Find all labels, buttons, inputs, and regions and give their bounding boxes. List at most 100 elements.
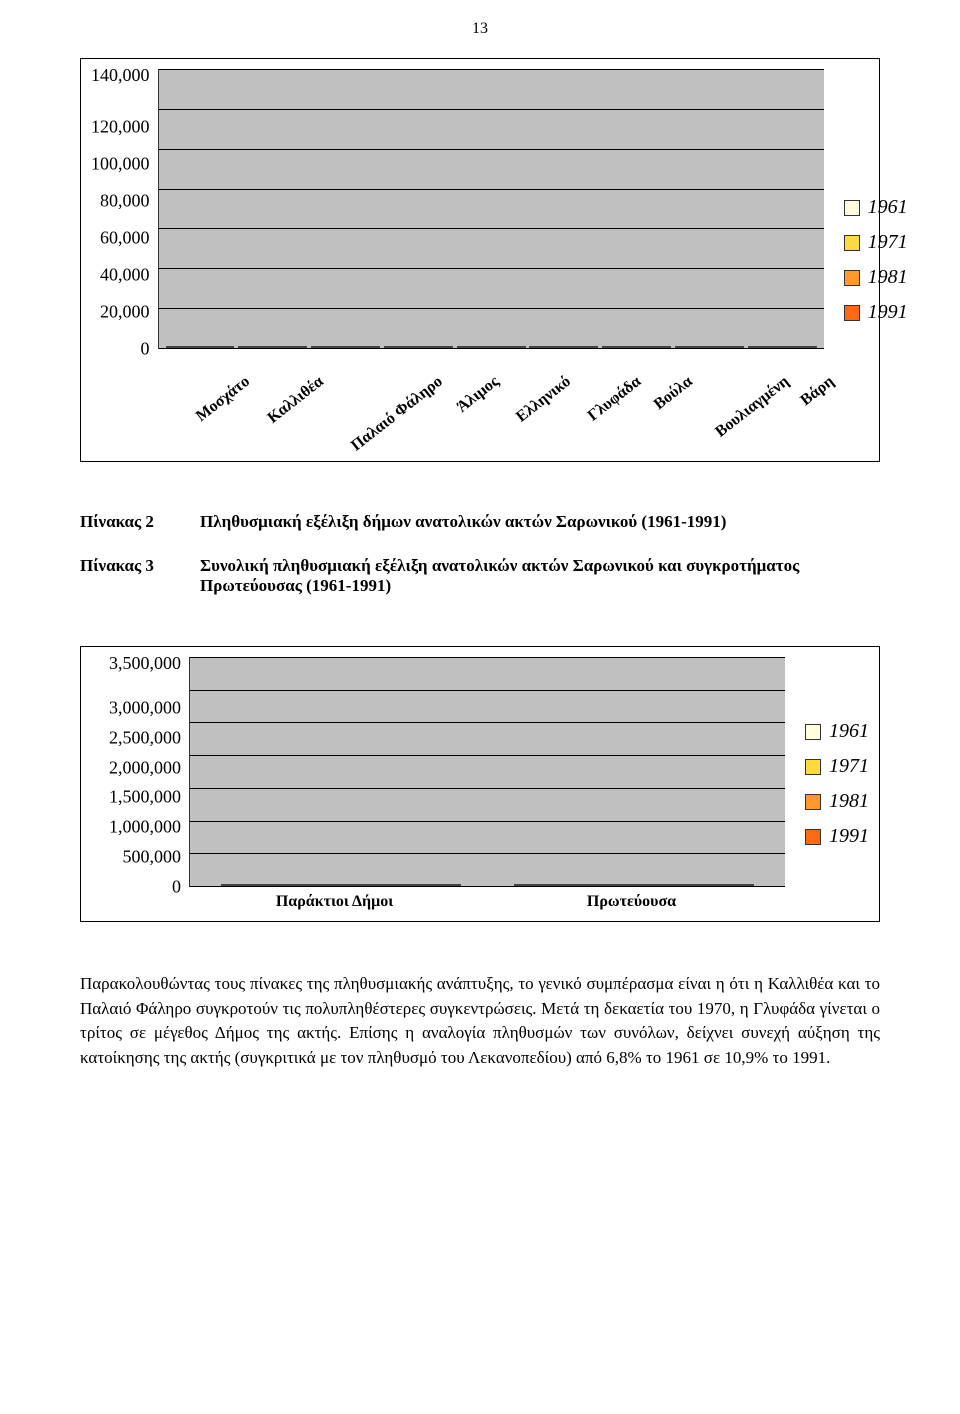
bar-group bbox=[382, 346, 455, 348]
bar bbox=[217, 346, 234, 348]
caption-p3-text: Συνολική πληθυσμιακή εξέλιξη ανατολικών … bbox=[200, 556, 880, 596]
bar bbox=[602, 346, 619, 348]
bar-group bbox=[488, 884, 781, 886]
bar bbox=[436, 346, 453, 348]
caption-p3-label: Πίνακας 3 bbox=[80, 556, 200, 596]
caption-p2-text: Πληθυσμιακή εξέλιξη δήμων ανατολικών ακτ… bbox=[200, 512, 880, 532]
bar-group bbox=[455, 346, 528, 348]
bar bbox=[748, 346, 765, 348]
legend-row: 1981 bbox=[805, 790, 869, 813]
bar bbox=[474, 346, 491, 348]
bar bbox=[401, 346, 418, 348]
chart1-x-axis: ΜοσχάτοΚαλλιθέαΠαλαιό ΦάληροΆλιμοςΕλληνι… bbox=[91, 349, 824, 391]
bar bbox=[418, 346, 435, 348]
bar bbox=[547, 346, 564, 348]
legend-row: 1971 bbox=[805, 755, 869, 778]
bar bbox=[634, 884, 694, 886]
legend-swatch bbox=[844, 235, 860, 251]
bar bbox=[709, 346, 726, 348]
legend-swatch bbox=[844, 270, 860, 286]
bar bbox=[529, 346, 546, 348]
bar bbox=[281, 884, 341, 886]
bar-group bbox=[236, 346, 309, 348]
y-tick-label: 0 bbox=[91, 876, 181, 897]
legend-label: 1961 bbox=[868, 196, 908, 219]
legend-row: 1991 bbox=[805, 825, 869, 848]
chart2-container: 3,500,0003,000,0002,500,0002,000,0001,50… bbox=[80, 646, 880, 922]
legend-row: 1971 bbox=[844, 231, 908, 254]
chart2-x-axis: Παράκτιοι ΔήμοιΠρωτεύουσα bbox=[91, 887, 785, 911]
legend-row: 1961 bbox=[844, 196, 908, 219]
bar bbox=[328, 346, 345, 348]
legend-label: 1991 bbox=[868, 301, 908, 324]
bar bbox=[363, 346, 380, 348]
x-category-label: Παράκτιοι Δήμοι bbox=[186, 887, 483, 911]
y-tick-label: 60,000 bbox=[91, 228, 150, 249]
bar-group bbox=[195, 884, 488, 886]
bar bbox=[508, 346, 525, 348]
bar-group bbox=[527, 346, 600, 348]
bar bbox=[238, 346, 255, 348]
y-tick-label: 1,000,000 bbox=[91, 817, 181, 838]
bar bbox=[675, 346, 692, 348]
caption-p2-label: Πίνακας 2 bbox=[80, 512, 200, 532]
x-category-label: Πρωτεύουσα bbox=[483, 887, 780, 911]
legend-label: 1971 bbox=[868, 231, 908, 254]
bar bbox=[694, 884, 754, 886]
bar bbox=[491, 346, 508, 348]
y-tick-label: 80,000 bbox=[91, 191, 150, 212]
y-tick-label: 2,000,000 bbox=[91, 757, 181, 778]
legend-row: 1981 bbox=[844, 266, 908, 289]
page-number: 13 bbox=[80, 20, 880, 38]
legend-swatch bbox=[805, 829, 821, 845]
y-tick-label: 0 bbox=[91, 339, 150, 360]
legend-swatch bbox=[805, 724, 821, 740]
bar bbox=[384, 346, 401, 348]
bar bbox=[311, 346, 328, 348]
bar bbox=[654, 346, 671, 348]
bar-group bbox=[673, 346, 746, 348]
bar bbox=[183, 346, 200, 348]
chart2-legend: 1961 1971 1981 1991 bbox=[785, 657, 869, 911]
bar bbox=[564, 346, 581, 348]
body-paragraph: Παρακολουθώντας τους πίνακες της πληθυσμ… bbox=[80, 972, 880, 1071]
bar bbox=[166, 346, 183, 348]
y-tick-label: 500,000 bbox=[91, 847, 181, 868]
bar-group bbox=[164, 346, 237, 348]
y-tick-label: 120,000 bbox=[91, 117, 150, 138]
chart1-container: 140,000 120,000 100,000 80,000 60,000 40,000 2… bbox=[80, 58, 880, 462]
bar-group bbox=[309, 346, 382, 348]
legend-swatch bbox=[844, 305, 860, 321]
bar bbox=[273, 346, 290, 348]
bar bbox=[346, 346, 363, 348]
bar bbox=[765, 346, 782, 348]
legend-label: 1961 bbox=[829, 720, 869, 743]
y-tick-label: 1,500,000 bbox=[91, 787, 181, 808]
bar bbox=[256, 346, 273, 348]
bar bbox=[401, 884, 461, 886]
bar bbox=[782, 346, 799, 348]
legend-swatch bbox=[844, 200, 860, 216]
legend-label: 1981 bbox=[829, 790, 869, 813]
legend-swatch bbox=[805, 759, 821, 775]
y-tick-label: 40,000 bbox=[91, 265, 150, 286]
bar bbox=[221, 884, 281, 886]
bar bbox=[799, 346, 816, 348]
y-tick-label: 100,000 bbox=[91, 154, 150, 175]
y-tick-label: 20,000 bbox=[91, 302, 150, 323]
chart1-y-axis: 140,000120,000100,00080,00060,00040,0002… bbox=[91, 69, 158, 349]
legend-row: 1991 bbox=[844, 301, 908, 324]
legend-swatch bbox=[805, 794, 821, 810]
legend-row: 1961 bbox=[805, 720, 869, 743]
y-tick-label: 140,000 bbox=[91, 65, 150, 86]
chart1-legend: 1961 1971 1981 1991 bbox=[824, 69, 908, 451]
chart2-y-axis: 3,500,0003,000,0002,500,0002,000,0001,50… bbox=[91, 657, 189, 887]
bar bbox=[637, 346, 654, 348]
bar bbox=[727, 346, 744, 348]
captions: Πίνακας 2 Πληθυσμιακή εξέλιξη δήμων ανατ… bbox=[80, 512, 880, 596]
bar bbox=[619, 346, 636, 348]
bar-group bbox=[600, 346, 673, 348]
legend-label: 1991 bbox=[829, 825, 869, 848]
chart1-plot-area bbox=[158, 69, 824, 349]
bar bbox=[290, 346, 307, 348]
